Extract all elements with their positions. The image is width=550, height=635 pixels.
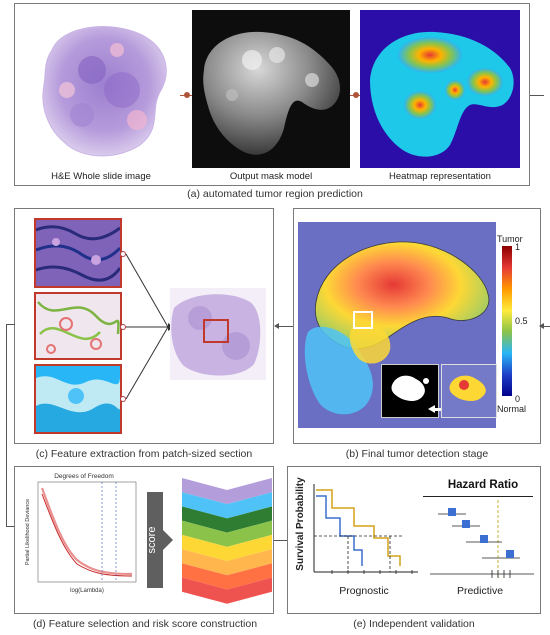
lasso-cv-plot: Degrees of Freedom Partial Likelihood De… <box>22 470 140 598</box>
arrow-b-c <box>274 323 279 329</box>
connector-c-d-top <box>6 324 15 325</box>
caption-b: (b) Final tumor detection stage <box>345 448 489 460</box>
colorbar <box>502 246 512 396</box>
hazard-ratio-title: Hazard Ratio <box>447 479 519 491</box>
predictive-label: Predictive <box>456 585 504 597</box>
hazard-title-underline <box>423 496 533 497</box>
caption-a: (a) automated tumor region prediction <box>187 188 363 200</box>
caption-d: (d) Feature selection and risk score con… <box>32 618 258 630</box>
funnel-chevron <box>182 549 272 576</box>
colorbar-min-label: 0 <box>515 394 521 404</box>
connector-into-b <box>541 326 550 327</box>
plot-ylabel: Partial Likelihood Deviance <box>25 499 31 565</box>
label-mask: Output mask model <box>229 171 313 182</box>
mask-image <box>192 10 350 168</box>
arrow-into-b <box>539 323 544 329</box>
patch-connector-ring <box>120 396 126 402</box>
funnel-chevron <box>182 492 272 519</box>
score-arrow: score <box>145 492 173 588</box>
risk-score-funnel <box>182 478 272 604</box>
funnel-chevron <box>182 577 272 604</box>
caption-e: (e) Independent validation <box>353 618 475 630</box>
feature-patch-1 <box>34 218 122 288</box>
forest-plot <box>430 500 534 580</box>
plot-title: Degrees of Freedom <box>54 473 114 480</box>
feature-patch-3 <box>34 364 122 434</box>
patch-connector-ring <box>120 324 126 330</box>
inset-heat-region <box>441 364 497 418</box>
inset-arrow <box>428 405 435 413</box>
connector-c-d-vertical <box>6 324 7 526</box>
prognostic-label: Prognostic <box>339 585 389 597</box>
funnel-chevron <box>182 520 272 547</box>
connector-c-d-bottom <box>6 526 15 527</box>
connector-dot <box>353 92 359 98</box>
plot-xlabel: log(Lambda) <box>70 588 104 594</box>
inset-arrow-shaft <box>434 408 444 411</box>
funnel-chevron <box>182 506 272 533</box>
funnel-chevron <box>182 563 272 590</box>
colorbar-bottom-label: Normal <box>497 404 527 414</box>
label-heatmap: Heatmap representation <box>389 171 491 182</box>
survival-plot: Survival Probability <box>292 476 422 582</box>
label-wsi: H&E Whole slide image <box>51 171 151 182</box>
inset-binary-mask <box>381 364 439 418</box>
connector-b-c <box>276 326 293 327</box>
patch-source-section <box>170 288 266 380</box>
patch-connector-lines <box>125 253 174 400</box>
connector-d-e <box>274 540 287 541</box>
wsi-image <box>22 10 180 168</box>
score-label: score <box>146 527 158 554</box>
funnel-chevron <box>182 478 272 505</box>
caption-c: (c) Feature extraction from patch-sized … <box>35 448 253 460</box>
survival-ylabel: Survival Probability <box>295 477 306 571</box>
heatmap-image <box>360 10 520 168</box>
feature-patch-2 <box>34 292 122 360</box>
colorbar-max-label: 1 <box>515 242 521 252</box>
connector-dot <box>184 92 190 98</box>
colorbar-mid-label: 0.5 <box>515 316 528 326</box>
connector-right <box>530 95 544 96</box>
funnel-chevron <box>182 534 272 562</box>
patch-connector-ring <box>120 251 126 257</box>
colorbar-top-label: Tumor <box>497 234 523 244</box>
